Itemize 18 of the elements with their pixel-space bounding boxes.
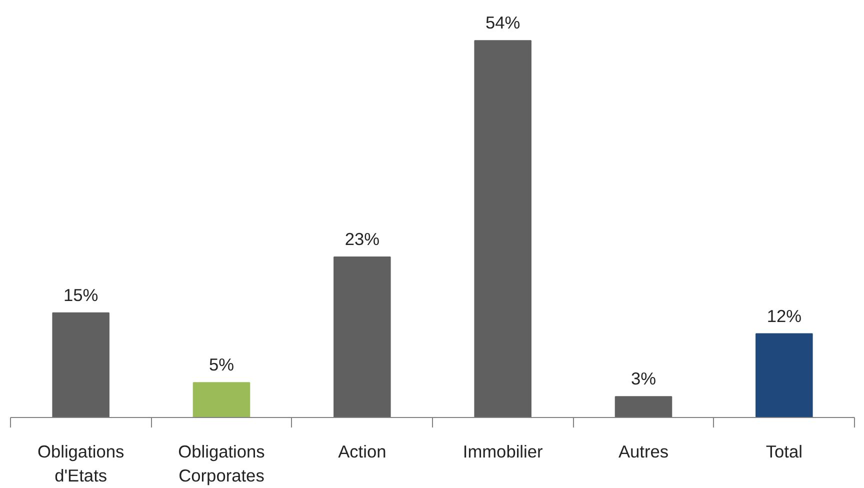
x-tick-label: Obligations d'Etats — [37, 442, 125, 486]
data-label: 12% — [766, 306, 802, 326]
bar — [614, 396, 672, 418]
data-label: 5% — [208, 354, 234, 375]
x-tick-label: Immobilier — [462, 442, 544, 462]
data-label: 23% — [344, 228, 380, 249]
bar — [474, 40, 532, 418]
x-tick-label: Total — [766, 442, 802, 462]
bar — [52, 312, 110, 418]
data-label: 15% — [63, 284, 98, 305]
x-tick-label: Obligations Corporates — [178, 442, 266, 486]
bar — [334, 256, 391, 418]
data-label: 54% — [485, 12, 520, 33]
bar — [756, 333, 813, 418]
bar — [192, 382, 250, 418]
data-label: 3% — [630, 368, 656, 389]
x-tick-label: Action — [338, 442, 386, 462]
x-tick-label: Autres — [618, 442, 669, 462]
